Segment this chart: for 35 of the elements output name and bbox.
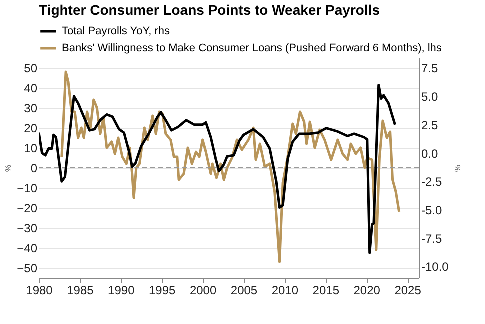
y2-tick-label: 0.0 [422,146,439,161]
y-tick-label: −40 [17,242,38,256]
y-tick-label: −10 [17,182,38,196]
y2-tick-label: 2.5 [422,118,439,132]
chart-title: Tighter Consumer Loans Points to Weaker Payrolls [39,2,380,18]
legend-label: Banks' Willingness to Make Consumer Loans (Pushed Forward 6 Months), lhs [62,42,442,54]
y-tick-label: −20 [17,202,38,216]
y2-tick-label: -5.0 [422,203,443,218]
x-tick-label: 1985 [67,284,94,298]
y2-tick-label: 7.5 [422,62,439,76]
x-tick-label: 2020 [354,284,381,298]
x-tick-label: 2025 [394,284,422,298]
y2-axis-title: % [452,164,462,172]
y-tick-label: 50 [24,62,38,76]
y-tick-label: 10 [24,142,38,156]
y-tick-label: 0 [30,162,38,176]
x-tick-label: 2010 [272,284,299,298]
y2-tick-label: -10.0 [422,260,450,274]
x-tick-label: 2005 [230,284,258,298]
y2-tick-label: -2.5 [422,175,443,190]
y2-tick-label: -7.5 [422,232,443,246]
line-series [39,84,396,254]
y-tick-label: −30 [17,222,38,236]
x-tick-label: 2015 [312,284,340,298]
y2-tick-label: 5.0 [422,90,439,104]
y-axis-title: % [4,164,14,172]
y-tick-label: 20 [24,122,38,136]
y-tick-label: 30 [24,102,38,116]
y-tick-label: −50 [17,262,38,276]
x-tick-label: 2000 [190,284,217,298]
x-tick-label: 1995 [148,284,176,298]
legend-label: Total Payrolls YoY, rhs [62,26,171,38]
y-tick-label: 40 [24,82,38,96]
x-tick-label: 1980 [26,284,54,298]
x-tick-label: 1990 [108,284,136,298]
